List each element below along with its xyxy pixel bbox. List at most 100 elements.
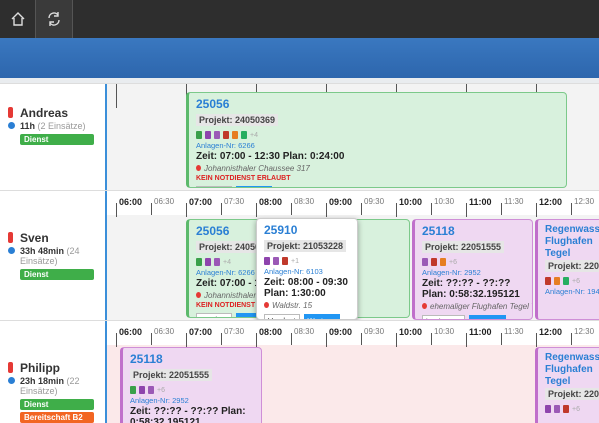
tick-line bbox=[571, 333, 572, 345]
more-count: +6 bbox=[572, 278, 580, 285]
icon bbox=[205, 130, 211, 139]
person-icon bbox=[8, 232, 13, 243]
icon bbox=[554, 404, 560, 413]
job-card[interactable]: 25118 Projekt: 22051555 +6 Anlagen-Nr: 2952… bbox=[412, 219, 533, 320]
tick-line bbox=[501, 333, 502, 345]
icon bbox=[264, 256, 270, 265]
time-tick: 11:00 bbox=[469, 327, 492, 337]
time-tick: 08:30 bbox=[294, 197, 315, 206]
refresh-button[interactable] bbox=[36, 0, 73, 38]
job-card[interactable]: 25118 Projekt: 22051555 +6 Anlagen-Nr: 2952… bbox=[120, 347, 262, 423]
tick-line bbox=[256, 333, 257, 345]
address: Johannisthaler Chaussee 317 bbox=[204, 164, 310, 173]
project: Projekt: 22051555 bbox=[545, 260, 599, 272]
more-count: +6 bbox=[449, 259, 457, 266]
icons: +1 bbox=[264, 255, 350, 265]
address: Waldstr. 15 bbox=[272, 301, 313, 310]
icon bbox=[139, 385, 145, 394]
address-line: Johannisthaler Chaussee 317 bbox=[196, 164, 559, 173]
tag: Wartung bbox=[303, 314, 340, 319]
time-line: Zeit: ??:?? - ??:?? Plan: 0:58:32.195121 bbox=[130, 406, 254, 423]
tag: Wartung bbox=[235, 186, 272, 187]
anlagen: Anlagen-Nr: 6266 bbox=[196, 141, 255, 150]
employee-info: Philipp 23h 18min (22 Einsätze) Dienst Bere… bbox=[0, 321, 107, 423]
badge: Dienst bbox=[20, 269, 94, 280]
home-button[interactable] bbox=[0, 0, 36, 38]
job-id: 25118 bbox=[422, 224, 455, 238]
hours-line: 11h (2 Einsätze) bbox=[20, 121, 102, 131]
employee-name: Andreas bbox=[20, 106, 69, 120]
person-icon bbox=[8, 107, 13, 118]
anlagen: Anlagen-Nr: 6103 bbox=[264, 267, 323, 276]
tick-line bbox=[116, 203, 117, 215]
project: Projekt: 21053228 bbox=[264, 240, 347, 252]
project: Projekt: 22051555 bbox=[130, 369, 213, 381]
job-card[interactable]: 25056 Projekt: 24050369 +4 Anlagen-Nr: 6266… bbox=[186, 92, 567, 188]
zeit: Zeit: ??:?? - ??:?? bbox=[422, 278, 511, 289]
clock-icon bbox=[8, 377, 15, 384]
plan: Plan: 0:58:32.195121 bbox=[422, 289, 520, 300]
tick-line bbox=[186, 203, 187, 215]
plan: Plan: 0:58:32.195121 bbox=[130, 406, 246, 423]
employee-row: Andreas 11h (2 Einsätze) Dienst 25056 Projek… bbox=[0, 83, 599, 190]
time-tick: 10:00 bbox=[399, 197, 423, 207]
icon bbox=[130, 385, 136, 394]
tick-line bbox=[536, 203, 537, 215]
anlagen: Anlagen-Nr: 2952 bbox=[422, 268, 481, 277]
icon bbox=[554, 276, 560, 285]
time-tick: 09:30 bbox=[364, 197, 385, 206]
time-tick: 12:30 bbox=[574, 327, 595, 336]
badge: Dienst bbox=[20, 399, 94, 410]
more-count: +6 bbox=[572, 406, 580, 413]
tick-line bbox=[536, 333, 537, 345]
tick-line bbox=[361, 333, 362, 345]
tick-line bbox=[571, 203, 572, 215]
hours: 11h bbox=[20, 121, 36, 131]
address-line: Waldstr. 15 bbox=[264, 301, 350, 310]
badge: Dienst bbox=[20, 134, 94, 145]
icon bbox=[273, 256, 279, 265]
job-title: Regenwasser Flughafen Tegel bbox=[545, 352, 599, 387]
anlagen: Anlagen-Nr: 6266 bbox=[196, 268, 255, 277]
tick-line bbox=[466, 203, 467, 215]
tag: Wartung bbox=[469, 315, 506, 319]
time-tick: 06:30 bbox=[154, 327, 175, 336]
zeit: Zeit: 07:00 - 12:30 bbox=[196, 151, 280, 162]
pin bbox=[422, 303, 427, 309]
project: Projekt: 22051555 bbox=[545, 388, 599, 400]
tick-line bbox=[291, 203, 292, 215]
more-count: +1 bbox=[291, 258, 299, 265]
time-line: Zeit: 08:00 - 09:30 Plan: 1:30:00 bbox=[264, 277, 350, 299]
more-count: +6 bbox=[157, 387, 165, 394]
icon bbox=[563, 276, 569, 285]
icon bbox=[563, 404, 569, 413]
clock-icon bbox=[8, 122, 15, 129]
time-tick: 10:30 bbox=[434, 327, 455, 336]
tags: in PlanungWartung bbox=[422, 315, 525, 319]
pin bbox=[264, 302, 269, 308]
job-card[interactable]: 25910 Projekt: 21053228 +1 Anlagen-Nr: 6103… bbox=[256, 218, 358, 320]
tag: Verplant bbox=[196, 313, 232, 317]
icons: +4 bbox=[196, 129, 559, 139]
address-line: ehemaliger Flughafen Tegel TXL bbox=[422, 302, 532, 311]
employee-name: Sven bbox=[20, 231, 49, 245]
time-tick: 11:00 bbox=[469, 197, 492, 207]
tick-line bbox=[221, 203, 222, 215]
time-line: Zeit: ??:?? - ??:?? Plan: 0:58:32.195121 bbox=[422, 278, 525, 300]
job-title: Regenwasser Flughafen Tegel bbox=[545, 224, 599, 259]
time-tick: 11:30 bbox=[504, 197, 524, 206]
timeline: 06:00 06:30 07:00 07:30 08:00 08:30 09:00 09:30… bbox=[107, 191, 599, 320]
address: ehemaliger Flughafen Tegel TXL bbox=[430, 302, 532, 311]
tick-line bbox=[326, 203, 327, 215]
employee-info: Andreas 11h (2 Einsätze) Dienst bbox=[0, 84, 107, 190]
person-icon bbox=[8, 362, 13, 373]
assignments: (24 Einsätze) bbox=[20, 246, 80, 266]
tick-line bbox=[361, 203, 362, 215]
warning: KEIN NOTDIENST ERLAUBT bbox=[196, 302, 291, 309]
time-tick: 06:30 bbox=[154, 197, 175, 206]
hours: 23h 18min bbox=[20, 376, 65, 386]
anlagen: Anlagen-Nr: 2952 bbox=[130, 396, 189, 405]
